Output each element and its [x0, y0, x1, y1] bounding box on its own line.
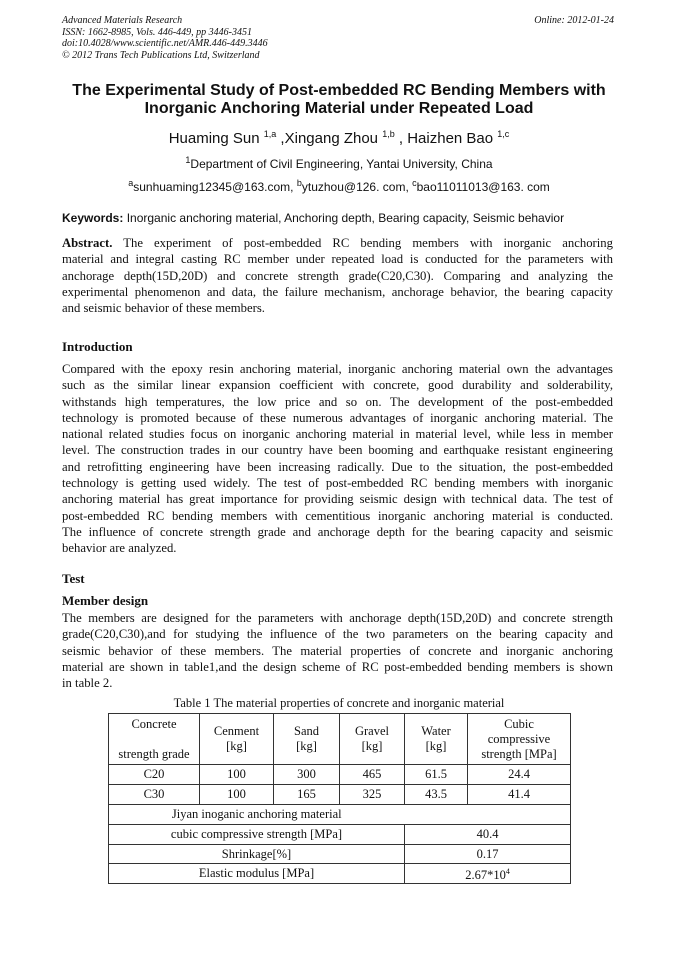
cell: 24.4 [467, 764, 571, 785]
email-sup: c [412, 178, 417, 188]
email[interactable]: bao11011013@163. com [416, 180, 550, 194]
journal-name: Advanced Materials Research [62, 15, 183, 26]
author: Huaming Sun [168, 130, 260, 147]
cell: 61.5 [404, 764, 468, 785]
test-line: grade(C20,C30),and for studying the infl… [62, 627, 613, 642]
intro-line: Compared with the epoxy resin anchoring … [62, 362, 613, 376]
cell: 465 [339, 764, 405, 785]
table-row: Elastic modulus [MPa] 2.67*104 [108, 862, 571, 885]
member-design-body: The members are designed for the paramet… [62, 610, 613, 691]
email-sup: a [128, 178, 134, 188]
header-cell: Cubic compressive strength [MPa] [467, 713, 571, 765]
prop-value: 0.17 [404, 844, 571, 864]
intro-line: behavior are analyzed. [62, 541, 177, 556]
prop-value: 2.67*104 [404, 862, 571, 885]
aff-text: Department of Civil Engineering, Yantai … [190, 157, 493, 171]
paper-title: The Experimental Study of Post-embedded … [40, 82, 638, 118]
introduction-body: Compared with the epoxy resin anchoring … [62, 361, 613, 557]
test-line: The members are designed for the paramet… [62, 611, 613, 625]
keywords-label: Keywords: [62, 211, 124, 225]
table-row: Shrinkage[%] 0.17 [108, 844, 571, 864]
header-cell: Water [kg] [404, 713, 468, 765]
aff-sup: 1 [185, 155, 191, 165]
abstract-line: Abstract. The experiment of post-embedde… [62, 235, 613, 251]
abstract-line: and seismic behavior of these members. [62, 301, 265, 316]
abstract-line: anchorage depth(15D,20D) and concrete st… [62, 268, 613, 283]
cell: 325 [339, 784, 405, 805]
title-line: The Experimental Study of Post-embedded … [72, 82, 606, 99]
abstract-line: material and integral casting RC member … [62, 252, 613, 267]
introduction-heading: Introduction [62, 339, 133, 354]
prop-label: Elastic modulus [MPa] [108, 862, 405, 885]
intro-line: national related studies focus on inorga… [62, 427, 613, 442]
author-list: Huaming Sun 1,a ,Xingang Zhou 1,b , Haiz… [168, 129, 510, 147]
intro-line: and retrofitting engineering have been i… [62, 459, 613, 474]
cell: 100 [199, 764, 274, 785]
prop-label: Shrinkage[%] [108, 844, 405, 864]
cell: C20 [108, 764, 200, 785]
test-heading: Test [62, 571, 85, 586]
cell: 41.4 [467, 784, 571, 805]
cell: 165 [273, 784, 340, 805]
doi: doi:10.4028/www.scientific.net/AMR.446-4… [62, 38, 268, 49]
intro-line: anchoring material has great importance … [62, 492, 613, 507]
issn: ISSN: 1662-8985, Vols. 446-449, pp 3446-… [62, 26, 252, 38]
test-line: material are shown in table1,and the des… [62, 659, 613, 674]
header-cell: Sand [kg] [273, 713, 340, 765]
table-row: C20 100 300 465 61.5 24.4 [108, 764, 571, 785]
prop-value: 40.4 [404, 824, 571, 845]
author: Xingang Zhou [284, 130, 379, 147]
email[interactable]: sunhuaming12345@163.com, [133, 180, 294, 194]
member-design-heading: Member design [62, 593, 149, 608]
keywords-text: Inorganic anchoring material, Anchoring … [126, 211, 565, 225]
cell: C30 [108, 784, 200, 805]
cell: 300 [273, 764, 340, 785]
cell: 43.5 [404, 784, 468, 805]
title-line: Inorganic Anchoring Material under Repea… [144, 100, 534, 117]
table-row: cubic compressive strength [MPa] 40.4 [108, 824, 571, 845]
email[interactable]: ytuzhou@126. com, [301, 180, 409, 194]
table-section-row: Jiyan inoganic anchoring material [108, 804, 571, 825]
affiliation: 1Department of Civil Engineering, Yantai… [0, 155, 678, 171]
table-row: C30 100 165 325 43.5 41.4 [108, 784, 571, 805]
abstract-line: experimental phenomenon and data, the fa… [62, 284, 613, 299]
author: Haizhen Bao [407, 130, 494, 147]
copyright: © 2012 Trans Tech Publications Ltd, Swit… [62, 49, 260, 61]
keywords: Keywords: Inorganic anchoring material, … [62, 211, 564, 225]
test-line: seismic behavior of these members. The m… [62, 643, 613, 658]
section-cell: Jiyan inoganic anchoring material [108, 804, 405, 825]
test-line: in table 2. [62, 676, 113, 691]
header-cell: Gravel [kg] [339, 713, 405, 765]
author-sup: 1,c [497, 129, 510, 139]
intro-line: withstands high temperatures, the low pr… [62, 394, 613, 409]
empty-cell [404, 804, 571, 825]
table-caption: Table 1 The material properties of concr… [173, 696, 505, 710]
author-sup: 1,a [263, 129, 277, 139]
journal-header: Advanced Materials Research ISSN: 1662-8… [62, 15, 268, 61]
intro-line: technology is promoted because of these … [62, 410, 613, 425]
intro-line: technology is getting used widely. The t… [62, 476, 613, 491]
intro-line: post-embedded RC bending members with ce… [62, 508, 613, 523]
material-properties-table: Concrete strength grade Cenment [kg] Sand[… [108, 713, 571, 885]
prop-label: cubic compressive strength [MPa] [108, 824, 405, 845]
table-header-row: Concrete strength grade Cenment [kg] Sand[… [108, 713, 571, 765]
cell: 100 [199, 784, 274, 805]
online-date: Online: 2012-01-24 [534, 15, 614, 26]
header-cell: Cenment [kg] [199, 713, 274, 765]
abstract: Abstract. The experiment of post-embedde… [62, 235, 613, 316]
intro-line: The influence of concrete strength grade… [62, 524, 613, 539]
intro-line: level. The construction trades in our co… [62, 443, 613, 458]
line-text: The experiment of post-embedded RC bendi… [123, 236, 613, 250]
emails: asunhuaming12345@163.com, bytuzhou@126. … [0, 178, 678, 194]
intro-line: such as the similar linear expansion coe… [62, 378, 613, 393]
abstract-label: Abstract. [62, 236, 113, 250]
author-sup: 1,b [382, 129, 395, 139]
email-sup: b [296, 178, 302, 188]
header-cell: Concrete strength grade [108, 713, 200, 765]
